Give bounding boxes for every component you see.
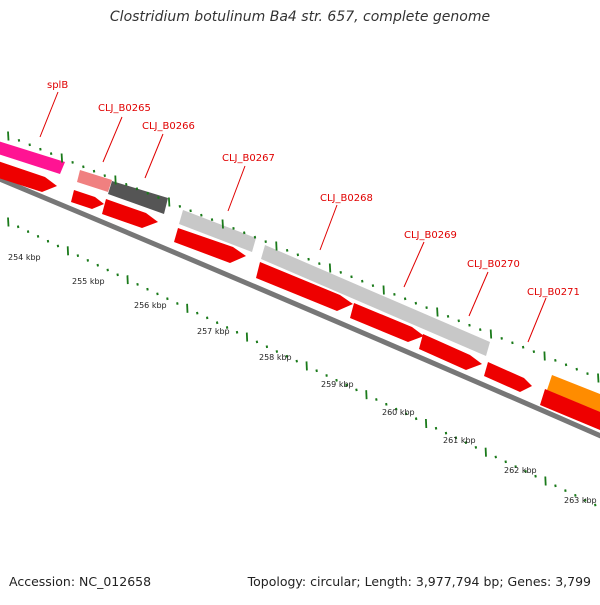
scale-tick bbox=[330, 264, 331, 273]
scale-tick bbox=[62, 154, 63, 163]
scale-label-258: 258 kbp bbox=[259, 353, 292, 362]
leader-CLJ_B0270 bbox=[469, 272, 488, 316]
gene-label-CLJ_B0267: CLJ_B0267 bbox=[222, 153, 275, 164]
scale-tick bbox=[8, 132, 9, 141]
gene-label-CLJ_B0270: CLJ_B0270 bbox=[467, 259, 520, 270]
gene-label-CLJ_B0266: CLJ_B0266 bbox=[142, 121, 195, 132]
scale-tick bbox=[223, 220, 224, 229]
cds-arrow bbox=[71, 190, 104, 209]
scale-tick bbox=[180, 205, 181, 207]
scale-tick bbox=[476, 446, 477, 448]
scale-tick bbox=[117, 274, 118, 276]
accession-text: Accession: NC_012658 bbox=[9, 574, 151, 589]
gene-label-CLJ_B0271: CLJ_B0271 bbox=[527, 287, 580, 298]
scale-tick bbox=[416, 302, 417, 304]
scale-tick bbox=[496, 456, 497, 458]
leader-CLJ_B0266 bbox=[145, 134, 163, 178]
scale-tick bbox=[94, 170, 95, 172]
scale-tick bbox=[169, 198, 170, 207]
tick-row-upper bbox=[8, 132, 599, 383]
scale-tick bbox=[297, 360, 298, 362]
genome-backbone bbox=[0, 175, 600, 440]
leader-CLJ_B0269 bbox=[404, 242, 424, 287]
scale-label-256: 256 kbp bbox=[134, 301, 167, 310]
gene-label-CLJ_B0269: CLJ_B0269 bbox=[404, 230, 457, 241]
scale-tick bbox=[523, 346, 524, 348]
gene-label-CLJ_B0265: CLJ_B0265 bbox=[98, 103, 151, 114]
scale-tick bbox=[105, 174, 106, 176]
scale-tick bbox=[356, 389, 357, 391]
scale-tick bbox=[177, 302, 178, 304]
scale-tick bbox=[244, 232, 245, 234]
scale-tick bbox=[577, 368, 578, 370]
scale-tick bbox=[51, 152, 52, 154]
scale-tick bbox=[566, 364, 567, 366]
scale-tick bbox=[137, 283, 138, 285]
gene-label-CLJ_B0268: CLJ_B0268 bbox=[320, 193, 373, 204]
leader-CLJ_B0271 bbox=[528, 298, 546, 342]
leader-CLJ_B0267 bbox=[228, 166, 245, 211]
map-title: Clostridium botulinum Ba4 str. 657, comp… bbox=[0, 9, 600, 25]
scale-tick bbox=[201, 214, 202, 216]
scale-tick bbox=[18, 226, 19, 228]
scale-label-254: 254 kbp bbox=[8, 253, 41, 262]
scale-tick bbox=[373, 284, 374, 286]
scale-tick bbox=[316, 370, 317, 372]
scale-tick bbox=[212, 218, 213, 220]
scale-tick bbox=[217, 322, 218, 324]
scale-tick bbox=[480, 328, 481, 330]
scale-tick bbox=[376, 398, 377, 400]
feature-track-upper bbox=[0, 140, 600, 412]
scale-tick bbox=[83, 166, 84, 168]
scale-tick bbox=[362, 280, 363, 282]
scale-tick bbox=[534, 350, 535, 352]
scale-tick bbox=[157, 293, 158, 295]
scale-tick bbox=[555, 485, 556, 487]
scale-tick bbox=[437, 308, 438, 317]
scale-tick bbox=[19, 139, 20, 141]
scale-tick bbox=[98, 264, 99, 266]
scale-tick bbox=[197, 312, 198, 314]
scale-tick bbox=[58, 245, 59, 247]
feature-CLJ_B0265 bbox=[77, 170, 112, 192]
leader-splB bbox=[40, 92, 58, 137]
scale-tick bbox=[555, 359, 556, 361]
scale-tick bbox=[436, 427, 437, 429]
scale-tick bbox=[298, 254, 299, 256]
leader-CLJ_B0265 bbox=[103, 117, 122, 162]
leader-CLJ_B0268 bbox=[320, 205, 337, 250]
scale-tick bbox=[257, 341, 258, 343]
scale-tick bbox=[287, 249, 288, 251]
gene-label-splB: splB bbox=[47, 80, 68, 91]
scale-tick bbox=[319, 262, 320, 264]
scale-label-255: 255 kbp bbox=[72, 277, 105, 286]
scale-tick bbox=[237, 331, 238, 333]
scale-tick bbox=[405, 298, 406, 300]
scale-tick bbox=[598, 374, 599, 383]
scale-tick bbox=[78, 254, 79, 256]
scale-tick bbox=[126, 183, 127, 185]
scale-label-260: 260 kbp bbox=[382, 408, 415, 417]
scale-tick bbox=[491, 330, 492, 339]
scale-label-259: 259 kbp bbox=[321, 380, 354, 389]
scale-tick bbox=[8, 218, 9, 227]
scale-tick bbox=[255, 236, 256, 238]
scale-tick bbox=[416, 418, 417, 420]
scale-label-261: 261 kbp bbox=[443, 436, 476, 445]
genome-summary-text: Topology: circular; Length: 3,977,794 bp… bbox=[248, 574, 591, 589]
scale-tick bbox=[38, 235, 39, 237]
scale-label-257: 257 kbp bbox=[197, 327, 230, 336]
scale-tick bbox=[448, 315, 449, 317]
scale-label-262: 262 kbp bbox=[504, 466, 537, 475]
scale-label-263: 263 kbp bbox=[564, 496, 597, 505]
scale-tick bbox=[459, 320, 460, 322]
scale-tick bbox=[341, 271, 342, 273]
scale-tick bbox=[535, 475, 536, 477]
feature-track-lower bbox=[0, 160, 600, 430]
scale-tick bbox=[137, 188, 138, 190]
